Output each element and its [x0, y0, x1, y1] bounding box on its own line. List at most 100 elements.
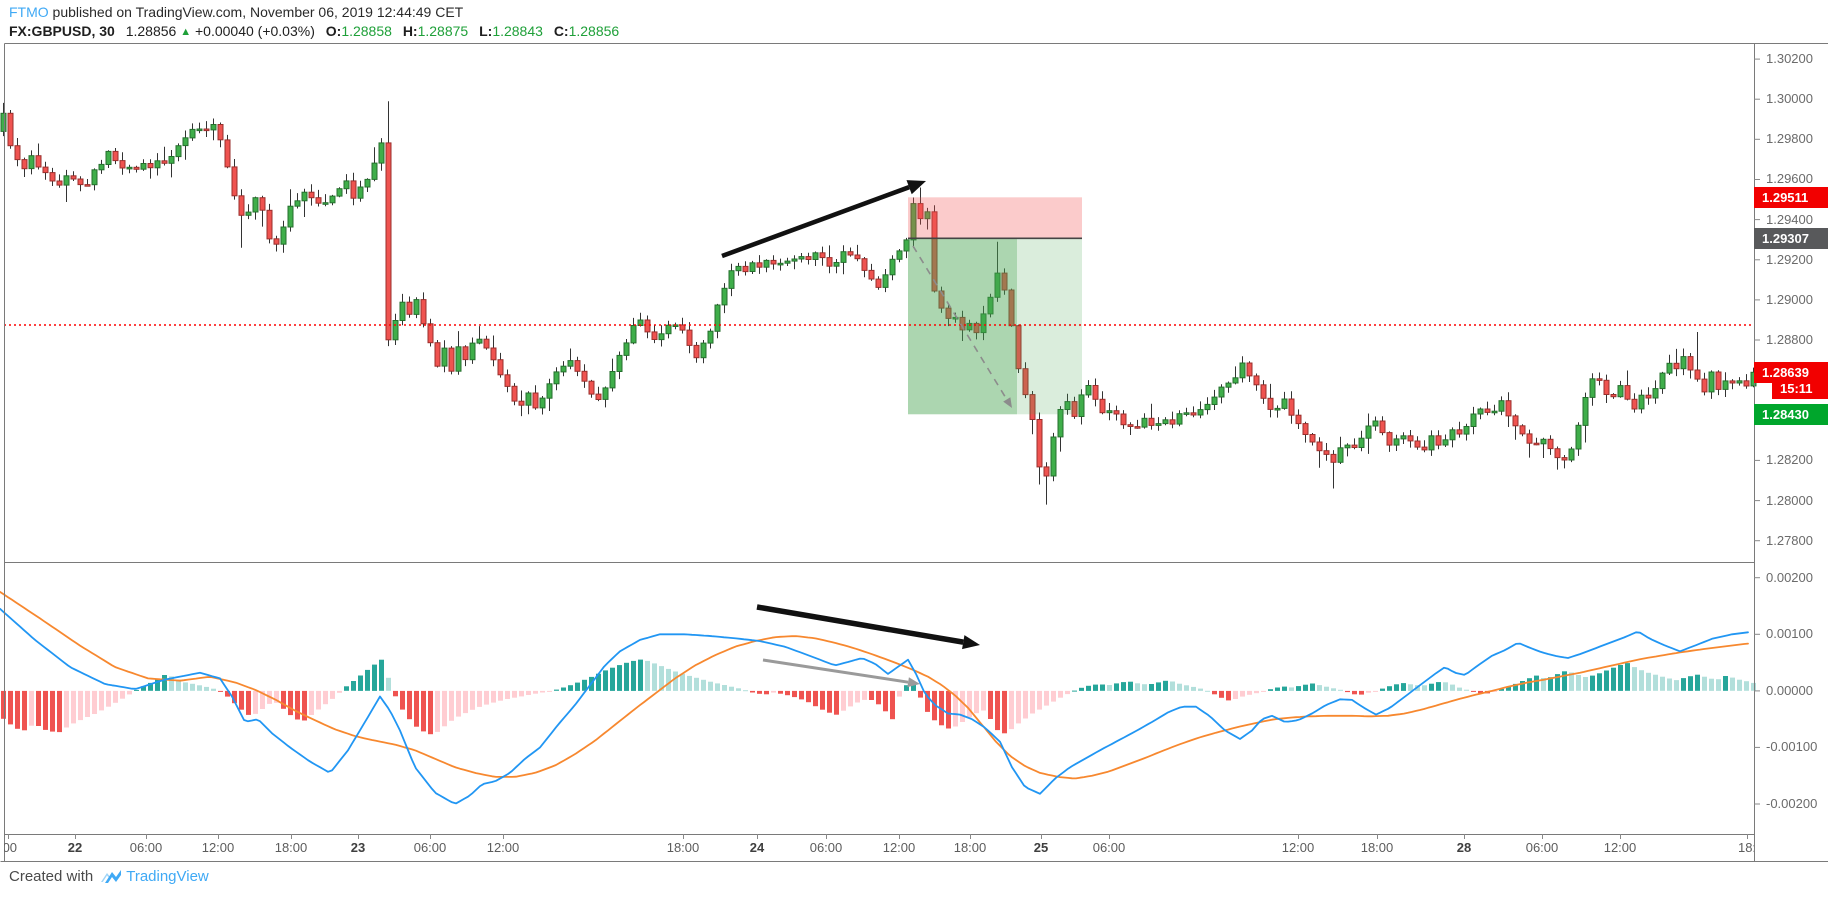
candle [371, 162, 378, 180]
price-axis-label: 1.29400 [1766, 211, 1813, 227]
macd-hist-bar [1100, 684, 1105, 691]
price-axis-label: 1.30000 [1766, 91, 1813, 107]
candle [735, 265, 742, 272]
candle [1127, 424, 1134, 428]
macd-hist-bar [309, 690, 314, 715]
tradingview-brand-link[interactable]: TradingView [126, 868, 209, 885]
candle [7, 112, 14, 147]
macd-hist-bar [561, 687, 566, 691]
publisher-name[interactable]: FTMO [9, 4, 49, 20]
macd-hist-bar [1443, 682, 1448, 691]
macd-line [0, 607, 1749, 805]
price-axis-label: 1.28800 [1766, 332, 1813, 348]
candle [1022, 368, 1029, 396]
candle [1505, 400, 1512, 417]
candle [854, 254, 861, 260]
macd-hist-bar [1079, 687, 1084, 691]
price-axis[interactable]: 1.29511 1.29307 1.28639 15:11 1.28430 [1754, 43, 1828, 861]
candle [504, 374, 511, 387]
candle [791, 258, 798, 262]
macd-hist-bar [638, 659, 643, 691]
candle [1582, 397, 1589, 426]
macd-hist-bar [1513, 683, 1518, 691]
macd-hist-bar [120, 690, 125, 699]
candle [1631, 398, 1638, 410]
candle [1113, 410, 1120, 415]
macd-hist-bar [211, 688, 216, 691]
candle [1652, 388, 1659, 399]
time-axis[interactable]: :00 22 06:00 12:00 18:00 23 06:00 12:00 18:00 24 0… [4, 834, 1754, 861]
candle [266, 209, 273, 240]
macd-hist-bar [792, 690, 797, 698]
macd-hist-bar [323, 690, 328, 705]
candle [574, 360, 581, 372]
macd-hist-bar [1429, 683, 1434, 691]
macd-hist-bar [582, 679, 587, 691]
candle [1449, 429, 1456, 441]
main-trend-arrow [721, 185, 910, 259]
time-axis-label: 25 [1033, 840, 1049, 855]
byline-text: published on TradingView.com, November 0… [48, 4, 464, 20]
candle [49, 172, 56, 182]
candle [329, 195, 336, 204]
candle [721, 287, 728, 306]
candle [1246, 362, 1253, 377]
macd-hist-bar [512, 690, 517, 698]
candle [1050, 436, 1057, 477]
macd-hist-bar [967, 690, 972, 718]
macd-hist-bar [1177, 683, 1182, 691]
candle [77, 178, 84, 186]
macd-hist-bar [29, 690, 34, 726]
macd-hist-bar [1604, 670, 1609, 691]
candle [938, 290, 945, 309]
macd-hist-bar [708, 681, 713, 691]
macd-hist-bar [988, 690, 993, 719]
macd-hist-bar [1324, 686, 1329, 691]
macd-divergence-arrow [762, 658, 909, 684]
time-axis-label: 18:00 [666, 840, 700, 855]
time-axis-label: 28 [1456, 840, 1472, 855]
candle [1722, 380, 1729, 390]
macd-hist-bar [281, 690, 286, 709]
candle [1463, 426, 1470, 435]
macd-hist-bar [85, 690, 90, 717]
tradingview-logo-icon[interactable] [100, 869, 122, 885]
macd-hist-bar [855, 690, 860, 703]
candle [819, 252, 826, 259]
candle [1043, 466, 1050, 477]
macd-hist-bar [505, 690, 510, 699]
macd-hist-bar [1611, 667, 1616, 691]
candle [238, 195, 245, 216]
candle [1120, 413, 1127, 426]
macd-hist-bar [1590, 675, 1595, 691]
macd-hist-bar [1121, 682, 1126, 691]
macd-hist-bar [428, 690, 433, 735]
candle [553, 371, 560, 385]
candle [924, 211, 931, 220]
macd-hist-bar [778, 690, 783, 694]
macd-divergence-arrow-head [907, 677, 920, 688]
candle [1673, 362, 1680, 370]
macd-hist-bar [1527, 678, 1532, 691]
macd-hist-bar [1478, 690, 1483, 694]
trade-risk-reward-zones [908, 197, 1082, 415]
macd-hist-bar [1751, 682, 1756, 691]
price-axis-label: 1.29800 [1766, 131, 1813, 147]
macd-hist-bar [1086, 685, 1091, 691]
candle [385, 142, 392, 341]
candle [1239, 362, 1246, 379]
macd-hist-bar [820, 690, 825, 710]
candle [966, 322, 973, 331]
candle [525, 392, 532, 406]
candle [581, 370, 588, 382]
macd-hist-bar [743, 690, 748, 692]
symbol-name[interactable]: FX:GBPUSD, 30 [9, 23, 115, 39]
macd-hist-bar [484, 690, 489, 705]
macd-hist-bar [1597, 673, 1602, 691]
time-axis-label: 18: [1737, 840, 1754, 855]
macd-hist-bar [274, 690, 279, 703]
macd-hist-bar [1037, 690, 1042, 710]
candle [1428, 435, 1435, 451]
macd-hist-bar [1303, 684, 1308, 691]
